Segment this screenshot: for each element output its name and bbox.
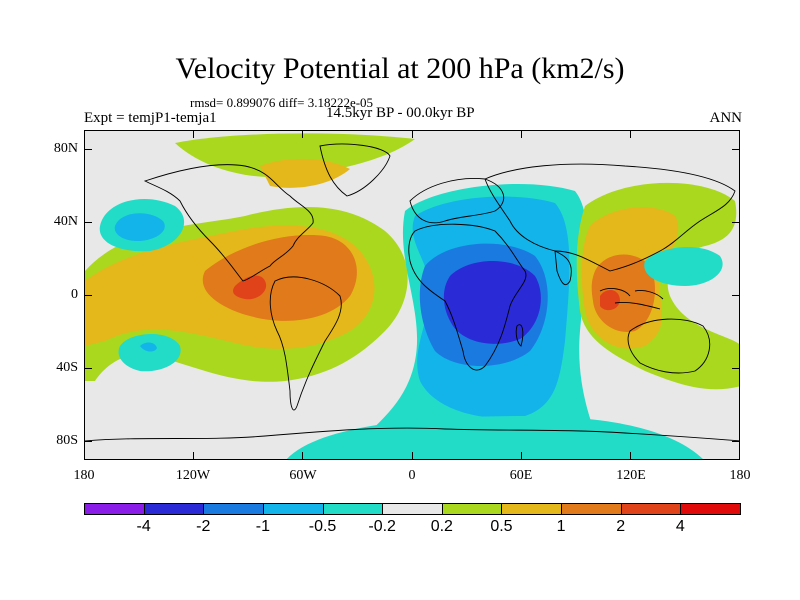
- lat-tick: [84, 441, 92, 442]
- colorbar-box: [441, 503, 503, 515]
- colorbar-label: -2: [196, 518, 211, 535]
- colorbar-box: [382, 503, 443, 515]
- lon-tick: [412, 452, 413, 460]
- map-title: Velocity Potential at 200 hPa (km2/s): [175, 52, 625, 85]
- lat-tick: [732, 149, 740, 150]
- coast-india: [554, 250, 572, 285]
- lat-label-40n: 40N: [53, 214, 78, 229]
- contour-pacific-2: [233, 275, 267, 300]
- lat-tick: [732, 441, 740, 442]
- colorbar-box: [620, 503, 682, 515]
- lon-tick: [521, 452, 522, 460]
- colorbar-label: 4: [675, 518, 685, 535]
- lon-tick: [302, 452, 303, 460]
- experiment-label: Expt = temjP1-temja1: [84, 110, 217, 126]
- lon-label-180e: 180: [729, 468, 751, 483]
- colorbar-label: -0.5: [308, 518, 337, 535]
- coast-europe: [409, 178, 505, 224]
- colorbar-label: -4: [136, 518, 151, 535]
- lat-tick: [84, 149, 92, 150]
- stats-line: rmsd= 0.899076 diff= 3.18222e-05: [190, 95, 374, 110]
- lon-tick: [193, 130, 194, 138]
- lat-tick: [732, 295, 740, 296]
- colorbar-box: [501, 503, 563, 515]
- colorbar-label: -0.2: [368, 518, 396, 535]
- lat-tick: [84, 295, 92, 296]
- contour-arctic-0.5: [260, 158, 350, 188]
- lon-label-60e: 60E: [509, 468, 533, 483]
- contour-npac-neg-0.5: [114, 213, 165, 241]
- colorbar-box: [84, 503, 145, 515]
- colorbar-box: [203, 503, 264, 515]
- lon-label-120e: 120E: [616, 468, 646, 483]
- lat-label-80s: 80S: [56, 433, 78, 448]
- lon-label-120w: 120W: [175, 468, 211, 483]
- colorbar-box: [262, 503, 324, 515]
- lat-tick: [732, 368, 740, 369]
- lat-tick: [84, 368, 92, 369]
- lon-label-60w: 60W: [289, 468, 317, 483]
- contour-indian-neg-2: [443, 261, 541, 344]
- coast-africa: [408, 223, 527, 371]
- coast-greenland: [319, 143, 391, 197]
- coast-madagascar: [515, 324, 524, 347]
- period-label: 14.5kyr BP - 00.0kyr BP: [326, 105, 475, 121]
- coast-south-america: [269, 276, 342, 411]
- colorbar-box: [680, 503, 741, 515]
- season-label: ANN: [709, 110, 743, 126]
- lat-label-0: 0: [71, 287, 78, 302]
- contour-wpac-2: [600, 289, 620, 311]
- map-plot-area: [84, 130, 740, 460]
- colorbar-label: 0.5: [490, 518, 513, 535]
- coastlines: [85, 143, 739, 442]
- lon-label-180w: 180: [73, 468, 95, 483]
- lon-tick: [193, 452, 194, 460]
- contour-pacific-1: [202, 235, 357, 321]
- coast-maritime-continent: [599, 288, 664, 310]
- colorbar-box: [143, 503, 205, 515]
- contour-spac-neg-0.5: [140, 342, 157, 352]
- coast-antarctica: [85, 427, 739, 442]
- lon-tick: [521, 130, 522, 138]
- contour-map: [85, 131, 739, 459]
- colorbar-label: 0.2: [430, 518, 453, 535]
- colorbar-box: [561, 503, 622, 515]
- lat-label-40s: 40S: [56, 360, 78, 375]
- contour-nwpac-neg-0.2: [644, 246, 723, 286]
- colorbar-label: 1: [556, 518, 566, 535]
- coast-asia: [484, 163, 736, 272]
- lon-tick: [412, 130, 413, 138]
- lat-tick: [84, 222, 92, 223]
- contour-wpac-1: [591, 254, 655, 332]
- lon-tick: [630, 130, 631, 138]
- colorbar-label: 2: [616, 518, 626, 535]
- lat-tick: [732, 222, 740, 223]
- lon-tick: [302, 130, 303, 138]
- contour-spac-neg-0.2: [118, 333, 181, 372]
- coast-north-america: [143, 164, 314, 282]
- coast-australia: [627, 318, 711, 374]
- lat-label-80n: 80N: [53, 141, 78, 156]
- colorbar-label: -1: [255, 518, 271, 535]
- colorbar: [84, 503, 741, 515]
- colorbar-box: [322, 503, 384, 515]
- lon-tick: [630, 452, 631, 460]
- lon-label-0: 0: [408, 468, 416, 483]
- contour-southern-neg-0.2: [287, 416, 703, 459]
